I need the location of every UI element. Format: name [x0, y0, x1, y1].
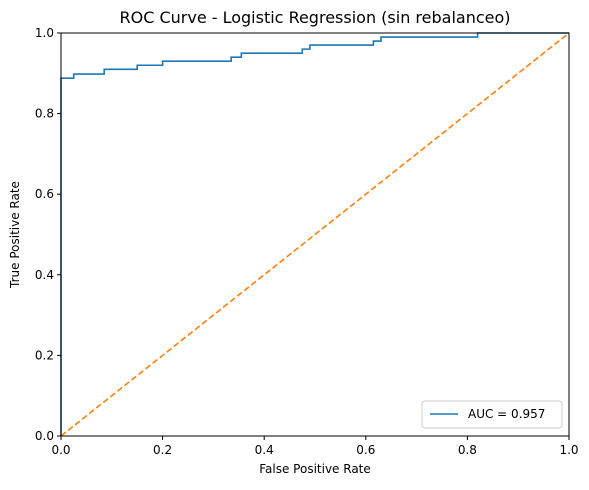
roc-curve-line — [60, 32, 569, 436]
legend-box — [421, 400, 563, 429]
y-tick-label: 0.2 — [35, 348, 54, 362]
x-axis-label: False Positive Rate — [259, 462, 371, 476]
plot-area — [60, 32, 570, 437]
x-tick-label: 0.4 — [255, 443, 274, 457]
y-tick-label: 0.0 — [35, 429, 54, 443]
y-tick-label: 0.4 — [35, 268, 54, 282]
y-axis: 0.0 0.2 0.4 0.6 0.8 1.0 — [35, 26, 61, 443]
y-axis-label: True Positive Rate — [8, 181, 22, 289]
x-tick-label: 0.2 — [153, 443, 172, 457]
x-tick-label: 1.0 — [559, 443, 578, 457]
x-tick-label: 0.8 — [458, 443, 477, 457]
y-tick-label: 1.0 — [35, 26, 54, 40]
y-tick-label: 0.6 — [35, 187, 54, 201]
x-tick-label: 0.6 — [356, 443, 375, 457]
y-tick-label: 0.8 — [35, 107, 54, 121]
legend-entry-label: AUC = 0.957 — [468, 407, 545, 421]
plot-frame — [60, 32, 570, 437]
chart-title: ROC Curve - Logistic Regression (sin reb… — [119, 8, 510, 27]
x-tick-label: 0.0 — [51, 443, 70, 457]
x-axis: 0.0 0.2 0.4 0.6 0.8 1.0 — [51, 436, 579, 457]
diagonal-reference-line — [60, 32, 570, 437]
legend: AUC = 0.957 — [421, 400, 563, 429]
